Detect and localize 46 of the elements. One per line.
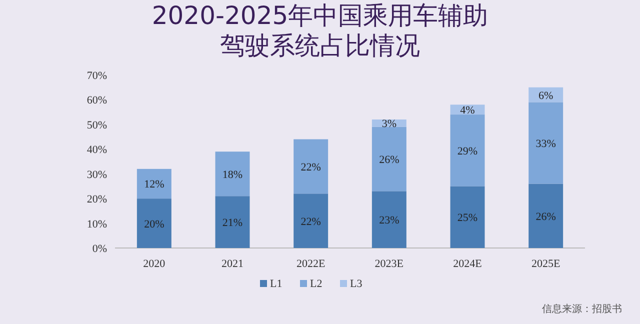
data-label: 25% — [457, 212, 478, 224]
data-label: 33% — [536, 138, 556, 150]
y-tick-label: 70% — [86, 70, 107, 82]
data-label: 18% — [222, 168, 243, 181]
y-tick-label: 40% — [86, 144, 107, 156]
data-label: 22% — [300, 216, 321, 228]
bar — [450, 114, 485, 186]
data-label: 29% — [457, 145, 478, 158]
y-tick-label: 30% — [86, 168, 107, 181]
data-label: 21% — [222, 217, 243, 230]
y-tick-label: 0% — [92, 243, 107, 255]
data-label: 23% — [379, 214, 400, 227]
data-label: 4% — [460, 104, 475, 117]
bar — [294, 194, 328, 248]
data-label: 20% — [144, 218, 164, 230]
y-tick-label: 10% — [86, 218, 107, 230]
bar — [136, 168, 172, 199]
x-tick-label: 2021 — [222, 258, 244, 270]
x-tick-label: 2022E — [296, 258, 326, 270]
y-tick-label: 20% — [86, 194, 107, 206]
bar — [215, 152, 250, 196]
y-tick-label: 60% — [86, 94, 107, 107]
bar — [294, 139, 328, 194]
bar — [372, 126, 406, 192]
x-tick-label: 2020 — [143, 258, 166, 270]
bar — [215, 196, 250, 248]
x-tick-label: 2025E — [531, 258, 560, 270]
x-tick-label: 2023E — [374, 258, 404, 270]
bar — [528, 102, 564, 184]
data-label: 26% — [536, 210, 556, 223]
data-label: 22% — [300, 161, 321, 174]
x-tick-label: 2024E — [453, 258, 482, 270]
bar — [528, 184, 564, 248]
text: 信息来源：招股书 — [542, 303, 622, 315]
data-label: 3% — [382, 118, 397, 130]
data-label: 12% — [144, 178, 164, 191]
y-tick-label: 50% — [86, 119, 107, 132]
data-label: 6% — [538, 90, 554, 102]
bar — [136, 198, 172, 248]
data-label: 26% — [379, 154, 400, 166]
chart-title: 2020-2025年中国乘用车辅助驾驶系统占比情况 — [152, 1, 488, 60]
legend-label: L1 — [270, 278, 282, 290]
legend-label: L3 — [350, 278, 363, 290]
bar — [450, 186, 485, 248]
legend-label: L2 — [310, 278, 322, 290]
bar — [372, 191, 406, 248]
